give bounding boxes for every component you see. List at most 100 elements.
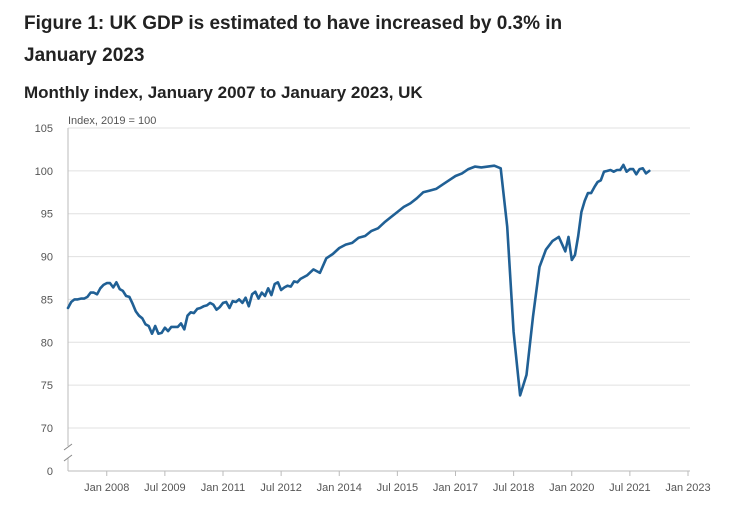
data-point — [674, 0, 676, 1]
data-point — [241, 302, 243, 304]
data-point — [632, 168, 634, 170]
data-point — [625, 171, 627, 173]
data-point — [564, 250, 566, 252]
data-point — [235, 301, 237, 303]
data-point — [99, 287, 101, 289]
data-point — [299, 278, 301, 280]
data-point — [590, 192, 592, 194]
data-point — [635, 173, 637, 175]
data-point — [409, 202, 411, 204]
data-point — [638, 168, 640, 170]
data-point — [283, 286, 285, 288]
data-point — [651, 0, 653, 1]
data-point — [199, 307, 201, 309]
data-point — [148, 325, 150, 327]
data-point — [545, 249, 547, 251]
data-point — [254, 291, 256, 293]
data-point — [474, 165, 476, 167]
data-point — [441, 183, 443, 185]
data-point — [500, 167, 502, 169]
data-point — [422, 191, 424, 193]
y-tick-label-0: 0 — [47, 466, 53, 478]
data-point — [454, 175, 456, 177]
data-point — [248, 305, 250, 307]
data-point — [167, 330, 169, 332]
data-point — [664, 0, 666, 1]
data-point — [435, 188, 437, 190]
data-point — [551, 240, 553, 242]
x-tick-label-4: Jan 2014 — [317, 482, 362, 494]
data-point — [383, 221, 385, 223]
series-layer — [66, 0, 676, 397]
x-tick-label-1: Jul 2009 — [144, 482, 186, 494]
data-point — [574, 254, 576, 256]
data-point — [102, 284, 104, 286]
data-point — [238, 298, 240, 300]
data-point — [70, 301, 72, 303]
data-point — [151, 333, 153, 335]
data-point — [89, 291, 91, 293]
data-point — [93, 291, 95, 293]
data-point — [512, 331, 514, 333]
data-point — [616, 169, 618, 171]
data-point — [293, 280, 295, 282]
data-point — [125, 295, 127, 297]
data-point — [170, 326, 172, 328]
data-point — [261, 291, 263, 293]
data-point — [603, 171, 605, 173]
data-point — [212, 303, 214, 305]
x-tick-label-5: Jul 2015 — [377, 482, 419, 494]
data-point — [655, 0, 657, 1]
data-point — [80, 297, 82, 299]
x-tick-label-2: Jan 2011 — [201, 482, 245, 494]
data-point — [277, 281, 279, 283]
data-point — [206, 304, 208, 306]
y-tick-label-95: 95 — [41, 209, 53, 221]
axis-break-mark-upper — [63, 443, 73, 451]
data-point — [403, 206, 405, 208]
data-point — [267, 287, 269, 289]
data-point — [164, 327, 166, 329]
data-point — [128, 296, 130, 298]
data-point — [122, 290, 124, 292]
data-point — [532, 315, 534, 317]
data-point — [186, 315, 188, 317]
data-point — [173, 326, 175, 328]
data-point — [538, 266, 540, 268]
x-tick-label-10: Jan 2023 — [665, 482, 710, 494]
data-point — [193, 312, 195, 314]
x-tick-label-8: Jan 2020 — [549, 482, 594, 494]
data-point — [209, 302, 211, 304]
data-point — [228, 307, 230, 309]
data-point — [596, 181, 598, 183]
data-point — [480, 166, 482, 168]
data-point — [661, 0, 663, 1]
data-point — [270, 294, 272, 296]
x-tick-label-7: Jul 2018 — [493, 482, 535, 494]
data-point — [73, 298, 75, 300]
data-point — [558, 236, 560, 238]
data-point — [319, 272, 321, 274]
data-point — [138, 315, 140, 317]
data-point — [642, 167, 644, 169]
data-point — [580, 211, 582, 213]
data-point — [215, 309, 217, 311]
data-point — [67, 307, 69, 309]
data-point — [487, 165, 489, 167]
chart-title: Figure 1: UK GDP is estimated to have in… — [24, 13, 563, 66]
y-axis-unit-label: Index, 2019 = 100 — [68, 115, 156, 127]
data-point — [377, 227, 379, 229]
data-point — [416, 197, 418, 199]
data-point — [332, 253, 334, 255]
data-point — [119, 288, 121, 290]
data-point — [493, 165, 495, 167]
data-point — [622, 164, 624, 166]
tick-labels: 0 70 75 80 85 90 95 100 105 Jan 2008 Jul 2009 Jan 2… — [35, 123, 711, 494]
data-point — [396, 211, 398, 213]
axis-break-mark-lower — [63, 454, 73, 462]
data-point — [461, 172, 463, 174]
data-point — [390, 216, 392, 218]
data-point — [571, 259, 573, 261]
data-point — [587, 192, 589, 194]
data-point — [135, 310, 137, 312]
